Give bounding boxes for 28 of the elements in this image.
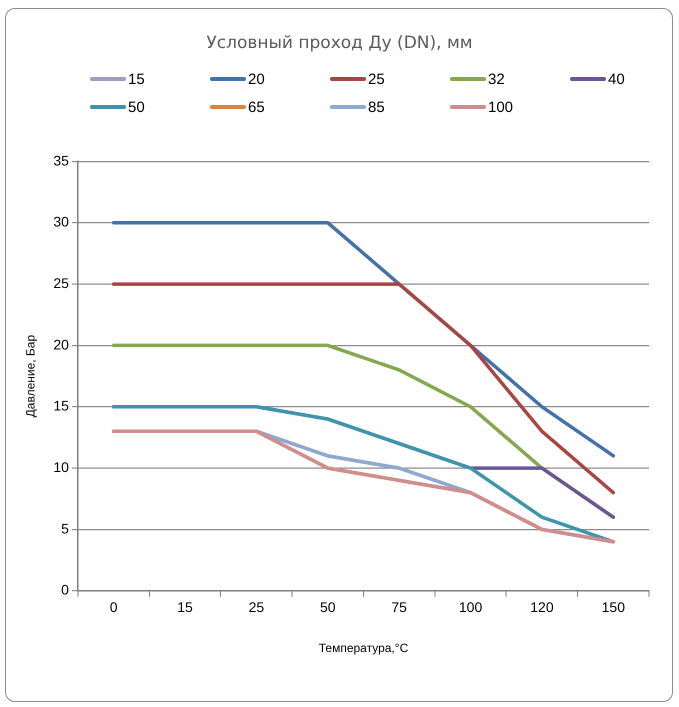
- x-tick-label: 75: [391, 599, 408, 616]
- y-tick-label: 20: [53, 336, 70, 352]
- legend-label: 65: [248, 98, 265, 116]
- x-tick-label: 50: [320, 599, 336, 616]
- x-tick-label: 15: [177, 599, 194, 616]
- x-tick-label: 150: [602, 599, 626, 616]
- y-tick-label: 25: [53, 274, 70, 291]
- legend-label: 50: [128, 98, 145, 116]
- y-tick-label: 30: [53, 214, 70, 230]
- y-tick-label: 10: [53, 458, 70, 475]
- x-tick-label: 0: [110, 599, 118, 616]
- legend-label: 40: [608, 70, 625, 88]
- y-tick-label: 15: [53, 398, 70, 414]
- legend-label: 100: [488, 98, 514, 116]
- y-tick-label: 0: [61, 582, 70, 598]
- x-axis-title: Температура,°C: [318, 641, 409, 656]
- legend-label: 20: [248, 70, 265, 88]
- y-axis-title: Давление, Бар: [24, 334, 38, 418]
- legend-label: 32: [488, 70, 505, 88]
- y-tick-label: 35: [53, 152, 70, 168]
- legend-label: 85: [368, 98, 385, 116]
- legend-title: Условный проход Ду (DN), мм: [205, 33, 474, 53]
- x-tick-label: 25: [248, 599, 264, 616]
- x-tick-label: 100: [458, 599, 482, 616]
- x-tick-label: 120: [530, 599, 554, 616]
- legend-label: 25: [368, 70, 385, 88]
- y-tick-label: 5: [61, 520, 70, 536]
- legend-label: 15: [128, 70, 145, 88]
